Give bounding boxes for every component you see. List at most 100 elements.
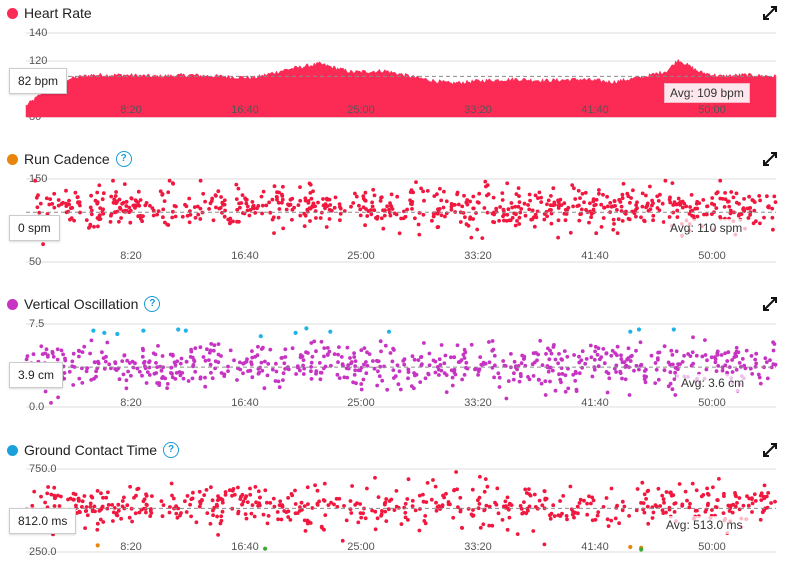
- data-point: [604, 370, 609, 374]
- data-point: [382, 213, 387, 218]
- data-point: [485, 484, 490, 489]
- data-point: [452, 355, 457, 360]
- data-point: [241, 211, 245, 215]
- data-point: [412, 357, 417, 362]
- data-point: [635, 200, 639, 205]
- data-point: [726, 503, 731, 508]
- data-point: [334, 496, 339, 501]
- data-point: [337, 202, 342, 207]
- data-point: [290, 207, 295, 212]
- data-point: [304, 326, 309, 331]
- data-point: [539, 195, 543, 200]
- expand-icon[interactable]: [763, 297, 777, 311]
- data-point: [227, 488, 232, 493]
- data-point: [772, 342, 777, 346]
- data-point: [582, 200, 586, 205]
- data-point: [359, 515, 364, 520]
- data-point: [668, 370, 673, 375]
- data-point: [354, 381, 358, 386]
- data-point: [345, 345, 350, 350]
- data-point: [454, 470, 458, 474]
- data-point: [654, 367, 659, 372]
- data-point: [548, 516, 553, 521]
- data-point: [662, 500, 666, 505]
- data-point: [421, 212, 426, 217]
- data-point: [85, 366, 90, 370]
- data-point: [56, 493, 60, 498]
- data-point: [342, 504, 346, 508]
- data-point: [434, 500, 438, 505]
- ground-contact-time-chart[interactable]: 750.0 250.0 8:20 16:40 25:00 33:20 41:40 50:00: [0, 439, 785, 559]
- data-point: [452, 488, 456, 493]
- data-point: [89, 338, 94, 343]
- data-point: [628, 359, 633, 363]
- data-point: [512, 211, 517, 216]
- data-point: [71, 383, 76, 387]
- data-point: [613, 516, 618, 521]
- data-point: [286, 496, 290, 500]
- data-point: [577, 354, 581, 359]
- data-point: [469, 342, 474, 347]
- data-point: [57, 504, 62, 508]
- data-point: [82, 494, 87, 498]
- help-icon[interactable]: ?: [163, 442, 180, 458]
- help-icon[interactable]: ?: [144, 296, 161, 312]
- data-point: [460, 377, 464, 382]
- data-point: [178, 361, 183, 366]
- run-cadence-legend-dot: [7, 153, 18, 165]
- data-point: [309, 196, 314, 201]
- data-point: [383, 509, 388, 514]
- expand-icon[interactable]: [763, 6, 777, 20]
- data-point: [568, 230, 573, 235]
- data-point: [161, 215, 165, 220]
- data-point: [364, 371, 369, 376]
- data-point: [249, 511, 254, 516]
- expand-icon[interactable]: [763, 443, 777, 457]
- data-point: [648, 207, 653, 212]
- data-point: [620, 376, 624, 381]
- data-point: [333, 195, 338, 200]
- data-point: [354, 194, 359, 199]
- data-point: [751, 198, 756, 203]
- data-point: [547, 357, 552, 362]
- data-point: [642, 492, 647, 497]
- data-point: [543, 379, 548, 384]
- data-point: [482, 206, 487, 210]
- data-point: [689, 193, 694, 197]
- data-point: [571, 509, 575, 514]
- data-point: [52, 504, 57, 508]
- data-point: [572, 186, 576, 191]
- data-point: [403, 510, 408, 515]
- data-point: [582, 498, 586, 503]
- data-point: [519, 374, 523, 379]
- expand-icon[interactable]: [763, 152, 777, 166]
- data-point: [160, 193, 165, 197]
- data-point: [286, 509, 291, 514]
- data-point: [338, 205, 342, 209]
- data-point: [734, 354, 739, 359]
- data-point: [122, 495, 126, 500]
- data-point: [344, 366, 349, 371]
- data-point: [239, 201, 244, 205]
- data-point: [566, 205, 571, 210]
- data-point: [645, 504, 650, 509]
- help-icon[interactable]: ?: [115, 151, 132, 167]
- data-point: [312, 339, 317, 344]
- data-point: [216, 494, 220, 498]
- data-point: [62, 371, 67, 375]
- data-point: [345, 375, 350, 380]
- data-point: [76, 200, 80, 204]
- vertical-oscillation-chart[interactable]: 7.5 0.0 8:20 16:40 25:00 33:20 41:40 50:00: [0, 293, 785, 411]
- run-cadence-chart[interactable]: 150 50 8:20 16:40 25:00 33:20 41:40 50:00: [0, 148, 785, 266]
- data-point: [752, 208, 757, 213]
- data-point: [687, 505, 692, 510]
- data-point: [419, 363, 424, 368]
- data-point: [566, 386, 571, 391]
- data-point: [619, 357, 624, 361]
- data-point: [648, 184, 652, 189]
- data-point: [243, 512, 248, 516]
- data-point: [556, 218, 561, 223]
- data-point: [286, 367, 291, 372]
- data-point: [639, 547, 644, 552]
- data-point: [209, 370, 213, 375]
